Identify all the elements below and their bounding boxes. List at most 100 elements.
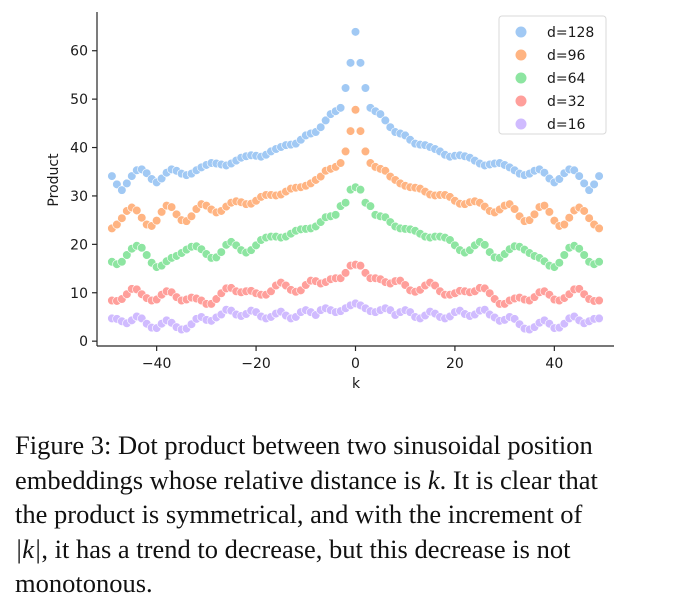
y-tick-label: 30: [70, 189, 88, 205]
data-point: [355, 185, 366, 195]
data-point: [539, 168, 550, 178]
data-point: [117, 185, 127, 195]
legend: d=128 d=96 d=64 d=32 d=16: [498, 15, 607, 135]
x-tick-label: 40: [545, 356, 563, 372]
data-point: [360, 83, 371, 93]
data-point: [539, 201, 550, 211]
data-point: [564, 213, 574, 223]
data-point: [335, 158, 346, 168]
data-point: [316, 122, 326, 132]
data-point: [112, 179, 122, 189]
data-point: [321, 115, 331, 126]
data-point: [365, 201, 376, 211]
data-point: [137, 243, 147, 253]
y-axis-label: Product: [46, 153, 62, 207]
data-point: [157, 207, 167, 217]
series-d-32: [107, 260, 604, 309]
x-ticks: −40 −20 0 20 40: [142, 346, 563, 372]
data-point: [594, 223, 604, 233]
data-point: [137, 213, 147, 223]
data-point: [345, 58, 356, 68]
data-point: [216, 247, 226, 257]
data-point: [127, 171, 137, 181]
data-point: [559, 219, 569, 230]
legend-marker: [515, 72, 527, 84]
data-point: [430, 280, 440, 291]
data-point: [509, 204, 520, 214]
legend-frame: [498, 15, 607, 135]
data-point: [152, 216, 162, 226]
data-point: [584, 185, 594, 195]
legend-label: d=64: [547, 71, 586, 87]
legend-marker: [515, 118, 527, 130]
data-point: [554, 174, 564, 184]
data-point: [345, 126, 356, 136]
data-points: [107, 27, 604, 335]
data-point: [122, 178, 132, 188]
legend-marker: [515, 95, 527, 107]
y-tick-label: 40: [70, 141, 88, 157]
data-point: [350, 27, 361, 37]
y-tick-label: 20: [70, 237, 88, 253]
data-point: [594, 257, 604, 267]
data-point: [380, 166, 390, 176]
data-point: [569, 165, 579, 175]
data-point: [171, 209, 182, 219]
caption-line: monotonous.: [15, 568, 153, 598]
y-tick-label: 60: [70, 44, 88, 60]
data-point: [544, 207, 554, 217]
data-point: [211, 294, 221, 304]
math-variable: |k|: [15, 533, 42, 564]
caption-line: Figure 3: Dot product between two sinuso…: [15, 430, 593, 460]
data-point: [355, 58, 366, 68]
data-point: [579, 178, 589, 188]
data-point: [107, 171, 117, 181]
data-point: [316, 171, 326, 182]
data-point: [117, 213, 127, 223]
legend-label: d=16: [547, 117, 586, 133]
data-point: [340, 83, 351, 93]
caption-line: the product is symmetrical, and with the…: [15, 499, 583, 529]
data-point: [524, 215, 535, 225]
data-point: [594, 313, 604, 324]
data-point: [574, 244, 584, 254]
legend-marker: [515, 26, 527, 38]
caption-line: |k|, it has a trend to decrease, but thi…: [15, 533, 571, 564]
data-point: [579, 206, 589, 216]
x-tick-label: 0: [351, 356, 360, 372]
data-point: [594, 171, 604, 181]
y-tick-label: 50: [70, 92, 88, 108]
data-point: [157, 173, 167, 184]
data-point: [559, 250, 569, 260]
x-tick-label: −40: [142, 356, 172, 372]
legend-label: d=32: [547, 94, 585, 110]
y-ticks: 0 10 20 30 40 50 60: [70, 44, 97, 350]
data-point: [112, 219, 122, 230]
data-point: [142, 250, 152, 260]
data-point: [122, 250, 132, 260]
data-point: [350, 105, 361, 115]
data-point: [335, 103, 346, 113]
series-d-128: [107, 27, 604, 195]
y-tick-label: 10: [70, 286, 88, 302]
legend-marker: [515, 49, 527, 61]
data-point: [340, 146, 351, 157]
scatter-chart: −40 −20 0 20 40 0 10 20 30 40 50 60 k Product d=12…: [46, 12, 614, 392]
caption-line: embeddings whose relative distance is k.…: [15, 464, 598, 495]
data-point: [594, 295, 604, 306]
data-point: [142, 168, 152, 178]
math-variable: k: [427, 464, 440, 495]
data-point: [485, 288, 495, 298]
series-d-64: [107, 182, 604, 272]
series-d-16: [107, 298, 604, 335]
data-point: [186, 211, 197, 221]
data-point: [375, 109, 385, 119]
x-tick-label: −20: [241, 356, 271, 372]
data-point: [331, 210, 341, 220]
data-point: [340, 198, 351, 208]
data-point: [589, 179, 599, 189]
data-point: [117, 257, 127, 267]
x-axis-label: k: [352, 376, 361, 392]
series-d-96: [107, 105, 604, 233]
data-point: [574, 171, 584, 181]
